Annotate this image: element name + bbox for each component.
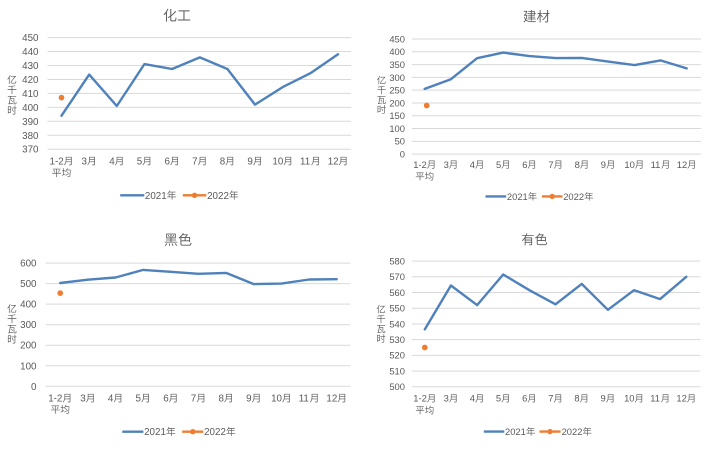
svg-text:6: 6 (165, 157, 171, 168)
svg-text:12: 12 (326, 394, 337, 405)
svg-text:600: 600 (20, 259, 37, 270)
svg-text:3: 3 (82, 157, 88, 168)
svg-text:4: 4 (108, 394, 114, 405)
svg-text:520: 520 (389, 350, 405, 361)
svg-text:10: 10 (624, 159, 634, 170)
svg-text:570: 570 (389, 271, 405, 282)
svg-text:500: 500 (20, 279, 37, 290)
svg-text:510: 510 (389, 366, 405, 377)
svg-text:11: 11 (300, 157, 310, 168)
svg-text:7: 7 (548, 159, 553, 170)
svg-text:2021: 2021 (505, 426, 526, 437)
svg-text:5: 5 (496, 159, 501, 170)
svg-text:390: 390 (22, 117, 39, 128)
svg-text:6: 6 (163, 394, 169, 405)
svg-text:430: 430 (22, 61, 39, 72)
svg-text:1-2: 1-2 (413, 393, 427, 404)
svg-text:12: 12 (328, 157, 339, 168)
svg-text:9: 9 (601, 393, 606, 404)
svg-text:4: 4 (109, 157, 115, 168)
svg-text:2022: 2022 (562, 426, 583, 437)
svg-text:9: 9 (247, 157, 252, 168)
svg-text:400: 400 (20, 300, 37, 311)
svg-text:580: 580 (389, 256, 405, 267)
svg-text:4: 4 (470, 159, 475, 170)
svg-text:8: 8 (220, 157, 226, 168)
svg-text:50: 50 (395, 136, 405, 147)
svg-text:1-2: 1-2 (48, 394, 62, 405)
svg-text:350: 350 (389, 59, 405, 70)
svg-text:1-2: 1-2 (50, 157, 64, 168)
svg-text:200: 200 (389, 97, 405, 108)
svg-text:500: 500 (389, 381, 405, 392)
svg-text:3: 3 (80, 394, 86, 405)
svg-text:5: 5 (137, 157, 143, 168)
svg-text:8: 8 (219, 394, 225, 405)
svg-text:7: 7 (191, 394, 196, 405)
svg-text:370: 370 (22, 145, 39, 156)
svg-text:11: 11 (650, 393, 660, 404)
svg-text:10: 10 (624, 393, 634, 404)
svg-text:420: 420 (22, 75, 39, 86)
svg-text:0: 0 (31, 382, 37, 393)
svg-text:4: 4 (470, 393, 475, 404)
svg-text:3: 3 (444, 159, 449, 170)
svg-text:8: 8 (574, 393, 579, 404)
svg-text:0: 0 (400, 149, 405, 160)
svg-text:300: 300 (389, 72, 405, 83)
svg-text:5: 5 (496, 393, 501, 404)
svg-text:6: 6 (522, 393, 527, 404)
svg-text:12: 12 (677, 159, 687, 170)
svg-text:11: 11 (651, 159, 661, 170)
svg-text:7: 7 (548, 393, 553, 404)
svg-text:2021: 2021 (145, 191, 167, 202)
svg-text:450: 450 (389, 33, 405, 44)
svg-text:380: 380 (22, 131, 39, 142)
svg-text:2022: 2022 (204, 427, 226, 438)
svg-text:11: 11 (299, 394, 309, 405)
svg-text:440: 440 (22, 47, 39, 58)
svg-text:530: 530 (389, 334, 405, 345)
svg-text:9: 9 (601, 159, 606, 170)
svg-text:150: 150 (389, 110, 405, 121)
svg-text:7: 7 (192, 157, 197, 168)
svg-text:400: 400 (389, 46, 405, 57)
svg-text:2021: 2021 (144, 427, 166, 438)
svg-text:9: 9 (246, 394, 251, 405)
svg-text:550: 550 (389, 303, 405, 314)
svg-text:6: 6 (522, 159, 527, 170)
svg-text:400: 400 (22, 103, 39, 114)
svg-text:1-2: 1-2 (413, 159, 427, 170)
svg-text:100: 100 (389, 123, 405, 134)
svg-text:540: 540 (389, 318, 405, 329)
svg-text:2022: 2022 (563, 191, 584, 202)
svg-text:250: 250 (389, 85, 405, 96)
svg-text:100: 100 (20, 361, 37, 372)
svg-text:410: 410 (22, 89, 39, 100)
svg-text:200: 200 (20, 341, 37, 352)
svg-text:450: 450 (22, 33, 39, 44)
svg-text:12: 12 (676, 393, 686, 404)
svg-text:10: 10 (272, 157, 283, 168)
svg-text:3: 3 (444, 393, 449, 404)
svg-text:8: 8 (575, 159, 580, 170)
svg-text:2021: 2021 (507, 191, 528, 202)
svg-text:10: 10 (271, 394, 282, 405)
svg-text:2022: 2022 (207, 191, 229, 202)
svg-text:300: 300 (20, 320, 37, 331)
svg-text:5: 5 (136, 394, 142, 405)
svg-text:560: 560 (389, 287, 405, 298)
